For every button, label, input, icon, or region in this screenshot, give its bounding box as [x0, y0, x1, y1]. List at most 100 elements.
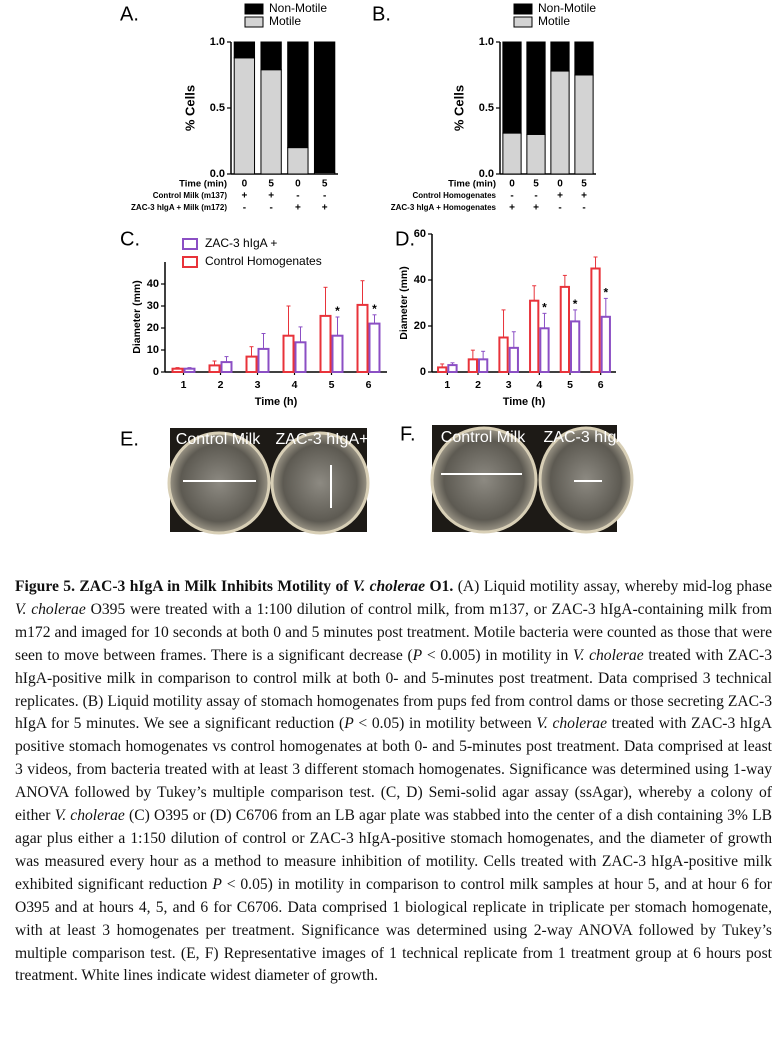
y-axis-label: % Cells [182, 85, 197, 131]
x-tick-label: 6 [598, 379, 604, 391]
bar-segment [502, 41, 522, 134]
y-tick-label: 0.0 [210, 168, 225, 180]
bar [590, 267, 601, 373]
x-table-cell: + [241, 191, 247, 202]
bar [447, 364, 458, 374]
bar-segment [550, 70, 570, 175]
x-table-label: Control Homogenates [412, 191, 496, 200]
bar [282, 334, 295, 374]
panel-label: F. [400, 423, 416, 445]
caption-text: P [412, 646, 423, 664]
y-tick-label: 40 [414, 274, 426, 286]
legend-label: Motile [269, 14, 301, 28]
bar [529, 299, 540, 374]
bar [208, 364, 221, 373]
bar [467, 358, 479, 374]
x-table-cell: - [582, 203, 585, 214]
x-tick-label: 2 [475, 379, 481, 391]
bar [356, 303, 369, 373]
x-table-cell: 0 [242, 179, 248, 190]
bar-segment [260, 69, 282, 175]
x-table-cell: - [534, 191, 537, 202]
x-table-cell: 5 [581, 179, 587, 190]
x-table-cell: - [269, 203, 272, 214]
x-table-cell: - [510, 191, 513, 202]
bar [600, 315, 611, 373]
x-tick-label: 5 [567, 379, 573, 391]
bar-segment [526, 41, 546, 135]
image-f: F. Control Milk ZAC-3 hIgA+ [400, 423, 637, 534]
caption-text: treated with ZAC-3 hIgA positive stomach… [15, 715, 772, 825]
bar [508, 346, 519, 374]
bar-segment [313, 41, 336, 174]
caption-text: V. cholerae [352, 578, 426, 595]
x-table-cell: 5 [268, 179, 274, 190]
y-tick-label: 10 [147, 344, 159, 356]
dish [430, 426, 538, 534]
legend-label: ZAC-3 hIgA + [205, 236, 277, 250]
bar-segment [260, 41, 282, 71]
photo-label: Control Milk [176, 431, 261, 448]
y-tick-label: 0 [420, 366, 426, 378]
bar [478, 358, 489, 374]
figure-caption: Figure 5. ZAC-3 hIgA in Milk Inhibits Mo… [15, 576, 772, 988]
bar [559, 285, 570, 373]
bar [331, 334, 344, 374]
x-tick-label: 3 [255, 379, 261, 391]
panel-label: A. [120, 3, 139, 25]
caption-text: O1. [425, 578, 454, 595]
legend-label: Non-Motile [538, 1, 596, 15]
caption-text: (A) Liquid motility assay, whereby mid-l… [453, 578, 772, 595]
caption-text: V. cholerae [54, 807, 125, 825]
x-table-cell: - [296, 191, 299, 202]
photo-label: Control Milk [441, 429, 526, 446]
photo-label: ZAC-3 hIgA+ [276, 431, 369, 448]
image-e: E. Control Milk ZAC-3 hIgA+ [120, 428, 370, 535]
caption-text: < 0.05) in motility between [353, 715, 537, 733]
caption-text: < 0.005) in motility in [422, 646, 573, 664]
panel-label: C. [120, 228, 140, 250]
x-table-cell: + [581, 191, 587, 202]
significance-mark: * [542, 301, 547, 315]
y-tick-label: 20 [147, 322, 159, 334]
legend-swatch [182, 238, 198, 250]
x-table-label: Time (min) [448, 179, 496, 190]
photo-label: ZAC-3 hIgA+ [544, 429, 637, 446]
bar-segment [502, 132, 522, 175]
bar [220, 361, 233, 374]
x-table-cell: 5 [533, 179, 539, 190]
caption-text: P [212, 875, 222, 893]
x-table-cell: 0 [557, 179, 563, 190]
y-tick-label: 0.5 [210, 102, 225, 114]
legend-swatch [244, 3, 264, 15]
legend-swatch [513, 16, 533, 28]
x-axis-label: Time (h) [503, 396, 546, 408]
x-tick-label: 2 [218, 379, 224, 391]
bar-segment [233, 57, 256, 175]
y-tick-label: 60 [414, 228, 426, 240]
caption-text: P [344, 715, 354, 733]
bar [171, 367, 184, 374]
x-table-cell: - [558, 203, 561, 214]
y-axis-label: Diameter (mm) [398, 266, 410, 340]
x-table-cell: - [243, 203, 246, 214]
x-table-cell: + [509, 203, 515, 214]
bar-segment [574, 41, 594, 76]
bar [539, 327, 550, 373]
x-table-cell: - [323, 191, 326, 202]
x-tick-label: 1 [181, 379, 187, 391]
x-table-label: Control Milk (m137) [153, 191, 228, 200]
x-tick-label: 5 [329, 379, 335, 391]
significance-mark: * [603, 286, 608, 300]
y-tick-label: 0.0 [479, 168, 494, 180]
legend-swatch [513, 3, 533, 15]
significance-mark: * [573, 297, 578, 311]
bar [319, 314, 332, 373]
x-tick-label: 6 [366, 379, 372, 391]
panel-label: D. [395, 228, 415, 250]
caption-text: (C) O395 or (D) C6706 from an LB agar pl… [15, 807, 772, 893]
y-tick-label: 0 [153, 366, 159, 378]
x-tick-label: 1 [444, 379, 450, 391]
caption-text: treated with ZAC-3 hIgA-positive milk in… [15, 646, 773, 733]
bar-segment [574, 74, 594, 175]
